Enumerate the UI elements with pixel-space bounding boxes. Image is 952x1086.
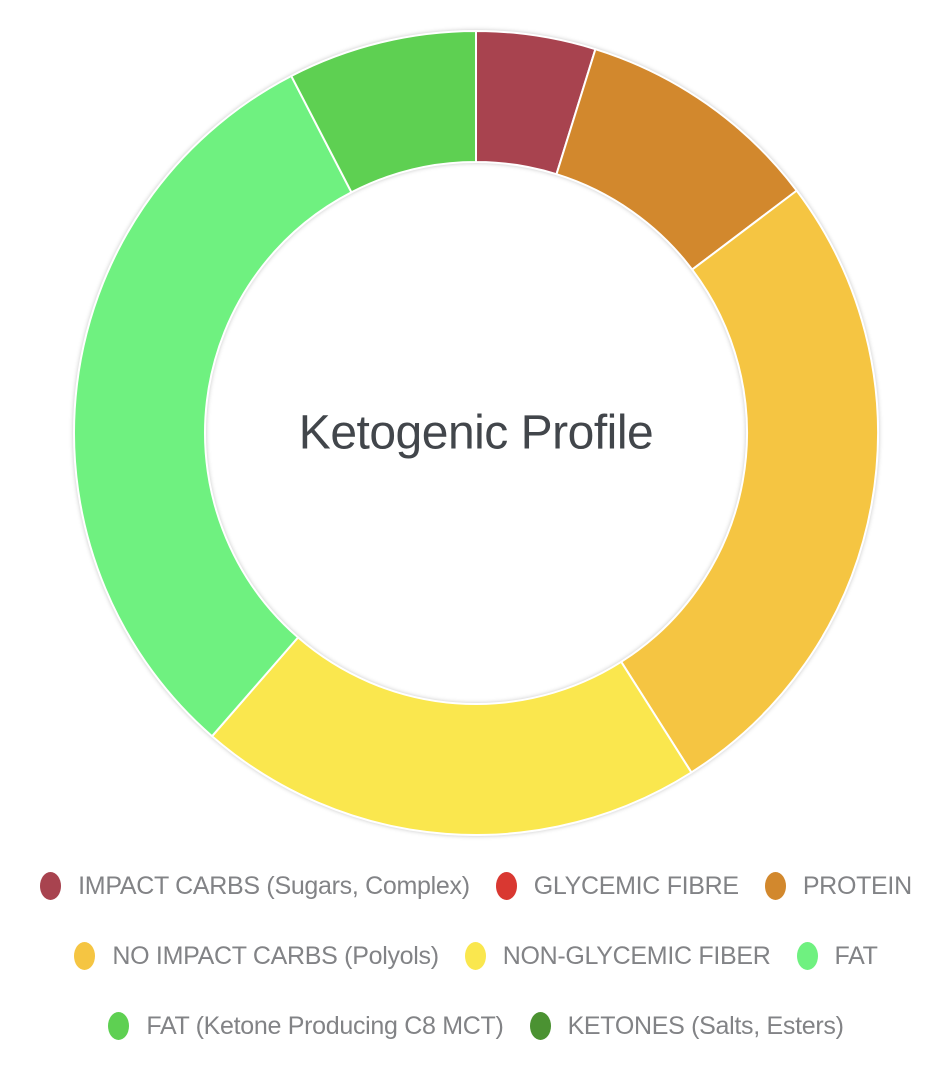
non-glycemic-fiber-swatch-icon (464, 942, 486, 970)
legend-item-fat-c8-mct[interactable]: FAT (Ketone Producing C8 MCT) (108, 1011, 504, 1041)
legend-item-fat[interactable]: FAT (796, 941, 878, 971)
fat-c8-mct-swatch-icon (108, 1012, 130, 1040)
chart-legend: IMPACT CARBS (Sugars, Complex) GLYCEMIC … (0, 852, 952, 1044)
legend-item-glycemic-fibre[interactable]: GLYCEMIC FIBRE (495, 871, 739, 901)
donut-chart-svg (73, 30, 879, 836)
slice-fat[interactable] (73, 74, 353, 738)
fat-swatch-icon (796, 942, 818, 970)
slice-no-impact-carbs-polyols[interactable] (620, 189, 879, 774)
legend-item-label: NON-GLYCEMIC FIBER (502, 941, 771, 970)
legend-item-label: GLYCEMIC FIBRE (533, 871, 739, 900)
legend-item-label: IMPACT CARBS (Sugars, Complex) (78, 871, 470, 900)
chart-title: Ketogenic Profile (298, 406, 654, 460)
legend-item-no-impact-carbs[interactable]: NO IMPACT CARBS (Polyols) (74, 941, 439, 971)
legend-row-2: NO IMPACT CARBS (Polyols) NON-GLYCEMIC F… (74, 938, 878, 974)
legend-item-label: PROTEIN (802, 871, 912, 900)
legend-item-label: FAT (Ketone Producing C8 MCT) (146, 1011, 504, 1040)
protein-swatch-icon (764, 872, 786, 900)
legend-item-label: FAT (834, 941, 878, 970)
legend-item-protein[interactable]: PROTEIN (764, 871, 912, 901)
legend-item-label: NO IMPACT CARBS (Polyols) (112, 941, 439, 970)
legend-item-impact-carbs[interactable]: IMPACT CARBS (Sugars, Complex) (40, 872, 470, 901)
donut-chart: Ketogenic Profile (73, 30, 879, 836)
impact-carbs-swatch-icon (40, 872, 62, 900)
legend-row-3: FAT (Ketone Producing C8 MCT) KETONES (S… (108, 1008, 844, 1044)
legend-row-1: IMPACT CARBS (Sugars, Complex) GLYCEMIC … (40, 868, 912, 904)
legend-item-label: KETONES (Salts, Esters) (567, 1011, 844, 1040)
no-impact-carbs-swatch-icon (74, 942, 96, 970)
glycemic-fibre-swatch-icon (495, 872, 517, 900)
legend-item-non-glycemic-fiber[interactable]: NON-GLYCEMIC FIBER (464, 941, 771, 971)
ketones-swatch-icon (529, 1012, 551, 1040)
slice-non-glycemic-fiber[interactable] (211, 636, 693, 836)
legend-item-ketones[interactable]: KETONES (Salts, Esters) (529, 1011, 844, 1041)
slice-fat-ketone-producing-c8-mct[interactable] (290, 30, 477, 194)
